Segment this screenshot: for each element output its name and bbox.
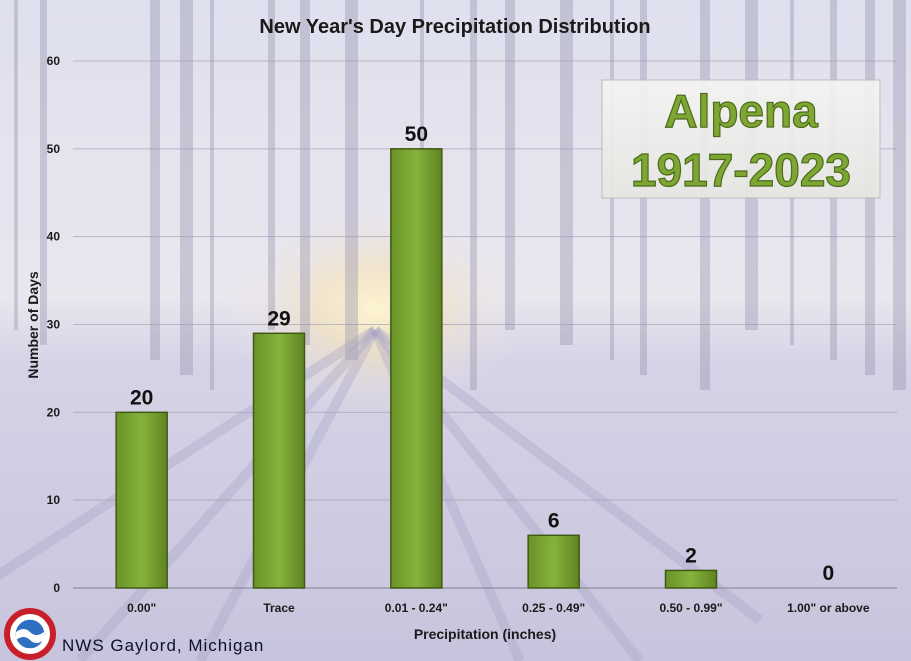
x-tick-label: Trace xyxy=(263,601,295,615)
station-inset-box xyxy=(601,79,881,199)
data-label: 0 xyxy=(822,562,834,585)
y-tick-label: 10 xyxy=(47,493,61,507)
x-tick-label: 0.00" xyxy=(127,601,156,615)
y-tick-label: 0 xyxy=(53,581,60,595)
bar xyxy=(390,148,443,589)
x-tick-label: 1.00" or above xyxy=(787,601,870,615)
nws-logo-icon xyxy=(4,608,56,660)
bar xyxy=(664,569,718,589)
y-tick-label: 20 xyxy=(47,405,61,419)
station-name: Alpena xyxy=(664,85,818,137)
data-label: 2 xyxy=(685,544,697,567)
footer-text: NWS Gaylord, Michigan xyxy=(62,636,264,655)
station-years: 1917-2023 xyxy=(631,144,851,196)
data-label: 6 xyxy=(548,509,560,532)
station-inset: Alpena 1917-2023 xyxy=(601,79,881,199)
gridlines xyxy=(73,60,897,589)
x-tick-label: 0.25 - 0.49" xyxy=(522,601,585,615)
x-tick-label: 0.50 - 0.99" xyxy=(659,601,722,615)
y-tick-label: 60 xyxy=(47,54,61,68)
data-label: 50 xyxy=(405,123,428,146)
bar xyxy=(252,332,306,589)
bars xyxy=(115,148,718,589)
y-tick-label: 50 xyxy=(47,142,61,156)
y-tick-label: 40 xyxy=(47,230,61,244)
x-axis-ticks: 0.00" Trace 0.01 - 0.24" 0.25 - 0.49" 0.50 -… xyxy=(127,601,870,615)
x-axis-title: Precipitation (inches) xyxy=(414,626,556,642)
y-axis-title: Number of Days xyxy=(25,271,41,379)
y-tick-label: 30 xyxy=(47,318,61,332)
data-label: 29 xyxy=(267,307,290,330)
y-axis-ticks: 0 10 20 30 40 50 60 xyxy=(47,54,61,595)
x-tick-label: 0.01 - 0.24" xyxy=(385,601,448,615)
bar xyxy=(527,534,580,589)
chart-title: New Year's Day Precipitation Distributio… xyxy=(259,16,650,38)
bar xyxy=(115,411,168,589)
data-label: 20 xyxy=(130,386,153,409)
